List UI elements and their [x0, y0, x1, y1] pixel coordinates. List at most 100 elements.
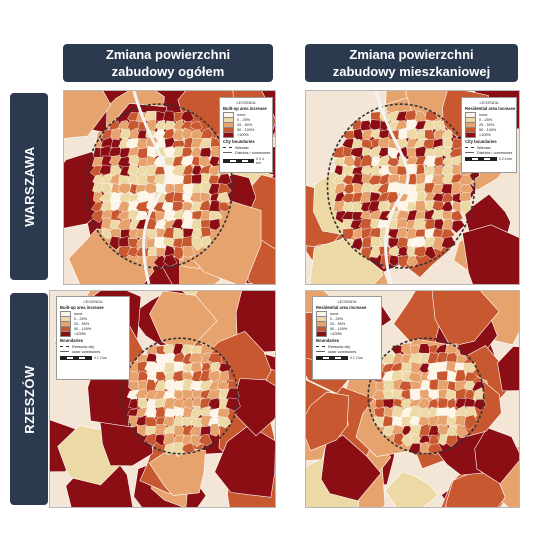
- map-legend: LEGENDA Residential area increase none 0 …: [461, 97, 517, 173]
- district-area: [342, 228, 355, 240]
- column-header-line: zabudowy ogółem: [111, 64, 225, 79]
- commune-area: [320, 434, 382, 502]
- column-header-total-built-up: Zmiana powierzchni zabudowy ogółem: [63, 44, 273, 82]
- boundary-line-icon: [465, 147, 474, 149]
- district-area: [381, 425, 395, 437]
- boundary-line-icon: [60, 346, 69, 348]
- boundary-line-icon: [465, 152, 474, 154]
- legend-class-label: >100%: [479, 133, 491, 138]
- district-area: [413, 245, 429, 258]
- legend-class-item: >100%: [316, 331, 378, 338]
- legend-class-label: 25 - 50%: [479, 122, 495, 127]
- legend-class-item: >100%: [223, 132, 269, 139]
- district-area: [455, 423, 469, 439]
- scale-bar-graphic: [465, 157, 497, 162]
- district-area: [424, 246, 437, 260]
- district-area: [351, 237, 364, 251]
- city-boundary-line: [121, 337, 239, 455]
- district-area: [432, 236, 445, 251]
- row-label-warszawa: WARSZAWA: [10, 93, 48, 280]
- scale-bar-graphic: [223, 159, 255, 164]
- district-area: [217, 416, 232, 429]
- district-area: [153, 255, 167, 270]
- legend-class-label: >100%: [237, 133, 249, 138]
- district-area: [144, 255, 158, 269]
- legend-title: LEGENDA: [236, 100, 256, 105]
- commune-area: [64, 91, 112, 139]
- scale-bar-graphic: [60, 356, 92, 361]
- commune-area: [306, 391, 349, 452]
- map-warsaw-residential: LEGENDA Residential area increase none 0 …: [305, 90, 520, 285]
- district-area: [341, 165, 355, 177]
- legend-heading: Built-up area increase: [60, 305, 104, 310]
- legend-class-label: none: [74, 311, 83, 316]
- legend-swatch: [465, 132, 476, 139]
- commune-area: [462, 224, 519, 284]
- legend-title: LEGENDA: [479, 100, 499, 105]
- legend-boundaries-heading: City boundaries: [465, 138, 497, 144]
- legend-boundary-item: Warsaw: [223, 145, 269, 150]
- district-area: [401, 432, 414, 447]
- legend-class-label: 0 - 25%: [330, 316, 344, 321]
- commune-area: [214, 424, 275, 498]
- district-area: [198, 433, 213, 447]
- district-area: [460, 200, 473, 216]
- district-area: [173, 246, 186, 261]
- legend-classes: none 0 - 25% 25 - 50% 50 - 100% >100%: [465, 111, 513, 139]
- map-legend: LEGENDA Built-up area increase none 0 - 2…: [219, 97, 273, 173]
- legend-boundary-item: Rzeszów city: [316, 344, 378, 349]
- legend-class-label: 25 - 50%: [237, 122, 253, 127]
- district-area: [182, 245, 196, 258]
- legend-boundary-item: Rzeszów city: [60, 344, 126, 349]
- legend-class-label: none: [479, 112, 488, 117]
- legend-class-label: 0 - 25%: [74, 316, 88, 321]
- district-area: [451, 219, 466, 234]
- legend-heading: Residential area increase: [465, 106, 516, 111]
- scale-bar: 0 1 2 km: [316, 356, 378, 361]
- legend-boundary-item: Warsaw: [465, 145, 513, 150]
- legend-heading: Residential area increase: [316, 305, 367, 310]
- map-rzeszow-residential: LEGENDA Residential area increase none 0 …: [305, 290, 520, 508]
- legend-boundary-item: Districts / communes: [465, 150, 513, 155]
- legend-class-label: 50 - 100%: [74, 327, 92, 332]
- boundary-line-icon: [316, 346, 325, 348]
- commune-area: [431, 291, 500, 347]
- city-boundary-line: [326, 103, 476, 269]
- column-header-residential: Zmiana powierzchni zabudowy mieszkaniowe…: [305, 44, 518, 82]
- legend-class-label: none: [237, 112, 246, 117]
- district-area: [427, 443, 443, 456]
- legend-class-label: 50 - 100%: [237, 128, 255, 133]
- legend-class-label: none: [330, 311, 339, 316]
- district-area: [90, 209, 105, 223]
- scale-bar: 0 1 2 km: [60, 356, 126, 361]
- row-label-text: RZESZÓW: [21, 364, 37, 434]
- column-header-line: zabudowy mieszkaniowej: [332, 64, 491, 79]
- commune-area: [384, 471, 439, 507]
- commune-area: [497, 346, 519, 392]
- district-area: [172, 442, 187, 458]
- legend-boundaries-heading: Boundaries: [60, 337, 84, 343]
- map-legend: LEGENDA Built-up area increase none 0 - 2…: [56, 296, 130, 380]
- choropleth-map: [306, 91, 519, 284]
- commune-area: [148, 446, 206, 496]
- legend-title: LEGENDA: [83, 299, 103, 304]
- legend-class-label: 25 - 50%: [74, 321, 90, 326]
- column-header-line: Zmiana powierzchni: [349, 47, 474, 62]
- legend-swatch: [223, 132, 234, 139]
- district-area: [210, 423, 220, 437]
- map-rzeszow-built-up: LEGENDA Built-up area increase none 0 - 2…: [49, 290, 276, 508]
- district-area: [171, 129, 187, 142]
- row-label-rzeszow: RZESZÓW: [10, 293, 48, 505]
- legend-boundaries-heading: Boundaries: [316, 337, 340, 343]
- legend-boundary-item: outer communes: [60, 349, 126, 354]
- district-area: [406, 254, 419, 269]
- map-legend: LEGENDA Residential area increase none 0 …: [312, 296, 382, 380]
- legend-class-label: 50 - 100%: [479, 128, 497, 133]
- city-boundary-line: [84, 103, 234, 269]
- district-area: [392, 432, 407, 447]
- commune-area: [474, 427, 519, 485]
- map-warsaw-built-up: LEGENDA Built-up area increase none 0 - 2…: [63, 90, 276, 285]
- legend-class-label: 0 - 25%: [479, 117, 493, 122]
- legend-class-item: >100%: [465, 132, 513, 139]
- district-area: [464, 414, 479, 431]
